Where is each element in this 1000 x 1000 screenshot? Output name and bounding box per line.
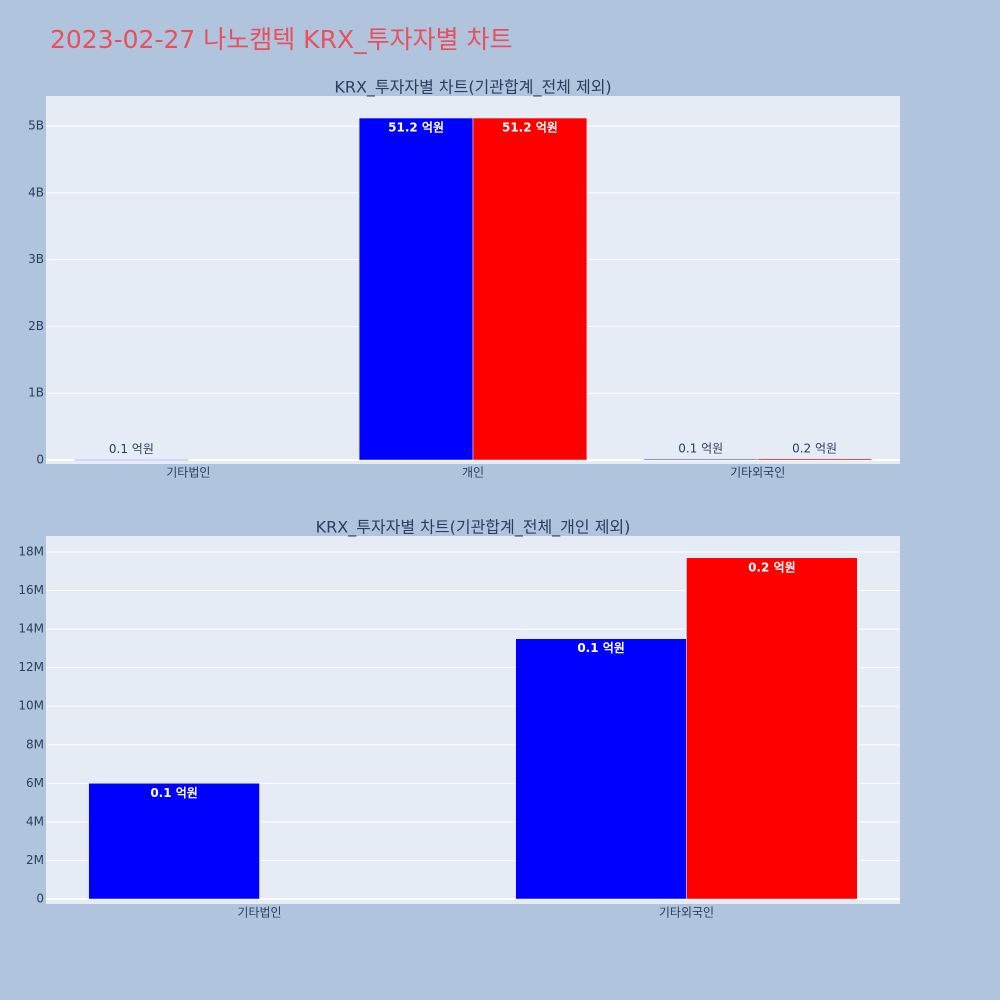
y-tick-label: 3B bbox=[28, 252, 44, 266]
chart-title: KRX_투자자별 차트(기관합계_전체_개인 제외) bbox=[316, 518, 631, 538]
page-title: 2023-02-27 나노캠텍 KRX_투자자별 차트 bbox=[50, 25, 513, 54]
y-tick-label: 12M bbox=[18, 660, 44, 674]
chart-title: KRX_투자자별 차트(기관합계_전체 제외) bbox=[334, 78, 611, 98]
x-tick-label: 개인 bbox=[462, 466, 484, 480]
y-tick-label: 14M bbox=[18, 622, 44, 636]
y-tick-label: 0 bbox=[36, 891, 44, 905]
y-tick-label: 0 bbox=[36, 452, 44, 466]
data-label: 0.1 억원 bbox=[109, 442, 154, 456]
y-tick-label: 8M bbox=[26, 737, 44, 751]
bar bbox=[515, 638, 687, 900]
bar bbox=[643, 458, 758, 461]
x-tick-label: 기타외국인 bbox=[659, 906, 714, 920]
bar bbox=[686, 557, 858, 900]
bar bbox=[757, 458, 872, 461]
y-tick-label: 1B bbox=[28, 386, 44, 400]
bar bbox=[358, 117, 474, 461]
y-tick-label: 4B bbox=[28, 185, 44, 199]
y-tick-label: 10M bbox=[18, 699, 44, 713]
x-tick-label: 기타외국인 bbox=[730, 466, 785, 480]
data-label: 51.2 억원 bbox=[502, 121, 558, 135]
x-tick-label: 기타법인 bbox=[237, 906, 281, 920]
y-tick-label: 5B bbox=[28, 119, 44, 133]
bar bbox=[472, 117, 588, 461]
data-label: 0.2 억원 bbox=[748, 560, 796, 574]
bar bbox=[88, 783, 260, 900]
y-tick-label: 2M bbox=[26, 853, 44, 867]
y-tick-label: 6M bbox=[26, 776, 44, 790]
bar bbox=[74, 459, 189, 461]
y-tick-label: 16M bbox=[18, 583, 44, 597]
y-tick-label: 18M bbox=[18, 545, 44, 559]
y-tick-label: 4M bbox=[26, 814, 44, 828]
y-tick-label: 2B bbox=[28, 319, 44, 333]
data-label: 0.1 억원 bbox=[678, 442, 723, 456]
x-tick-label: 기타법인 bbox=[166, 466, 210, 480]
data-label: 51.2 억원 bbox=[388, 121, 444, 135]
data-label: 0.2 억원 bbox=[792, 441, 837, 455]
data-label: 0.1 억원 bbox=[577, 641, 625, 655]
data-label: 0.1 억원 bbox=[150, 786, 198, 800]
